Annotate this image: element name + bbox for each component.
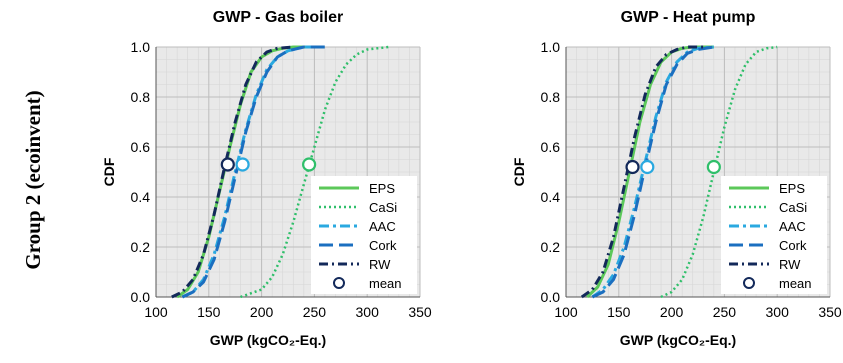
mean-marker-casi bbox=[302, 157, 317, 172]
x-tick-label: 150 bbox=[197, 304, 221, 320]
x-tick-label: 100 bbox=[554, 304, 578, 320]
y-axis-label: CDF bbox=[511, 157, 527, 186]
y-tick-label: 0.0 bbox=[131, 289, 151, 305]
x-tick-label: 300 bbox=[766, 304, 790, 320]
chart-svg-gas-boiler: 100 150 200 250 300 350 0.0 0.2 0.4 0.6 0.8 1.0 GWP … bbox=[101, 9, 432, 348]
legend-label: EPS bbox=[369, 181, 395, 196]
x-axis-label: GWP (kgCO₂-Eq.) bbox=[210, 332, 326, 348]
chart-title: GWP - Heat pump bbox=[621, 9, 756, 26]
x-tick-label: 100 bbox=[144, 304, 168, 320]
x-tick-label: 200 bbox=[250, 304, 274, 320]
series-line-casi bbox=[240, 45, 389, 299]
y-tick-label: 1.0 bbox=[131, 39, 151, 55]
row-label: Group 2 (ecoinvent) bbox=[21, 90, 45, 269]
y-tick-label: 0.0 bbox=[541, 289, 561, 305]
x-tick-label: 250 bbox=[303, 304, 327, 320]
x-tick-label: 200 bbox=[660, 304, 684, 320]
legend-marker-mean bbox=[743, 277, 755, 289]
y-axis-label: CDF bbox=[101, 157, 117, 186]
y-tick-label: 0.2 bbox=[131, 239, 151, 255]
legend-label: CaSi bbox=[369, 200, 397, 215]
legend-label: AAC bbox=[779, 219, 806, 234]
y-tick-label: 0.4 bbox=[541, 189, 561, 205]
mean-marker-rw bbox=[220, 157, 235, 172]
series-line-rw bbox=[580, 45, 704, 299]
y-tick-label: 0.4 bbox=[131, 189, 151, 205]
y-tick-label: 0.8 bbox=[541, 89, 561, 105]
y-tick-label: 0.6 bbox=[541, 139, 561, 155]
legend-box bbox=[311, 176, 417, 294]
series-line-rw bbox=[171, 45, 294, 299]
x-tick-label: 250 bbox=[713, 304, 737, 320]
y-tick-label: 0.6 bbox=[131, 139, 151, 155]
series-line-cork bbox=[591, 45, 715, 299]
x-tick-label: 300 bbox=[356, 304, 380, 320]
legend-label: mean bbox=[369, 276, 402, 291]
legend-label: AAC bbox=[369, 219, 396, 234]
mean-marker-casi bbox=[706, 159, 721, 175]
legend-label: RW bbox=[779, 257, 801, 272]
legend-label: RW bbox=[369, 257, 391, 272]
chart-svg-heat-pump: 100 150 200 250 300 350 0.0 0.2 0.4 0.6 0.8 1.0 GWP … bbox=[511, 9, 842, 348]
row-label-text: Group 2 (ecoinvent) bbox=[21, 90, 45, 269]
legend-label: Cork bbox=[369, 238, 397, 253]
y-tick-label: 0.8 bbox=[131, 89, 151, 105]
legend-marker-mean bbox=[333, 277, 345, 289]
chart-heat-pump: 100 150 200 250 300 350 0.0 0.2 0.4 0.6 0.8 1.0 GWP … bbox=[458, 0, 843, 358]
legend-label: mean bbox=[779, 276, 812, 291]
chart-gas-boiler: 100 150 200 250 300 350 0.0 0.2 0.4 0.6 0.8 1.0 GWP … bbox=[48, 0, 448, 358]
mean-marker-aac bbox=[235, 157, 250, 172]
legend-box bbox=[721, 176, 827, 294]
x-tick-label: 350 bbox=[818, 304, 842, 320]
mean-marker-aac bbox=[640, 159, 655, 175]
chart-title: GWP - Gas boiler bbox=[213, 9, 343, 26]
series-line-casi bbox=[660, 45, 778, 299]
legend-label: Cork bbox=[779, 238, 807, 253]
series-line-cork bbox=[181, 45, 325, 299]
y-tick-label: 1.0 bbox=[541, 39, 561, 55]
legend-label: EPS bbox=[779, 181, 805, 196]
legend-label: CaSi bbox=[779, 200, 807, 215]
mean-marker-rw bbox=[625, 159, 640, 175]
x-tick-label: 150 bbox=[607, 304, 631, 320]
y-tick-label: 0.2 bbox=[541, 239, 561, 255]
x-tick-label: 350 bbox=[408, 304, 432, 320]
x-axis-label: GWP (kgCO₂-Eq.) bbox=[620, 332, 736, 348]
